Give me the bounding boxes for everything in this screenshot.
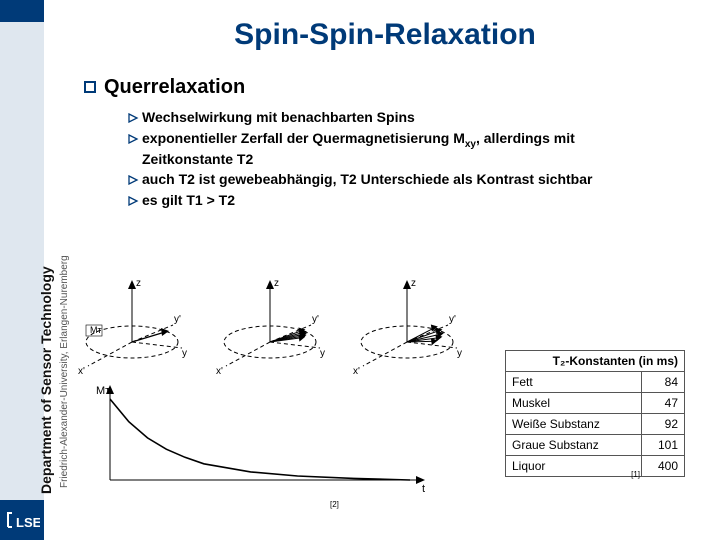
section-querrelaxation: Querrelaxation Wechselwirkung mit benach… [84, 76, 710, 209]
slide: LSE Department of Sensor Technology Frie… [0, 0, 720, 540]
svg-text:y': y' [312, 314, 319, 325]
band-top-accent [0, 0, 44, 22]
slide-title: Spin-Spin-Relaxation [60, 18, 710, 52]
svg-text:y': y' [449, 314, 456, 325]
table-row: Graue Substanz101 [506, 435, 684, 456]
decay-ylabel: Mᴛ [96, 385, 110, 397]
decay-xlabel: t [422, 483, 425, 495]
cell-value: 47 [642, 393, 684, 413]
list-item: auch T2 ist gewebeabhängig, T2 Unterschi… [128, 171, 710, 189]
item-text: Wechselwirkung mit benachbarten Spins [142, 109, 415, 127]
citation-1: [1] [631, 470, 640, 479]
decay-curve: Mᴛ t [90, 380, 440, 500]
list-item: es gilt T1 > T2 [128, 192, 710, 210]
dept-name: Department of Sensor Technology [38, 266, 54, 494]
table-header-row: T₂-Konstanten (in ms) [506, 351, 684, 372]
cell-value: 84 [642, 372, 684, 392]
lse-logo-icon: LSE [4, 505, 40, 535]
list-item: exponentieller Zerfall der Quermagnetisi… [128, 130, 710, 169]
arrow-icon [128, 175, 142, 185]
spin-diagram: z x' y y' [208, 270, 333, 390]
arrow-icon [128, 134, 142, 144]
decay-svg: Mᴛ t [90, 380, 440, 500]
table-header: T₂-Konstanten (in ms) [506, 351, 684, 371]
section-bullet-icon [84, 81, 96, 93]
svg-text:Mᴛ: Mᴛ [90, 325, 102, 335]
svg-text:z: z [274, 278, 279, 289]
table-row: Weiße Substanz92 [506, 414, 684, 435]
table-row: Fett84 [506, 372, 684, 393]
section-label: Querrelaxation [104, 76, 245, 99]
svg-text:z: z [411, 278, 416, 289]
arrow-icon [128, 196, 142, 206]
item-text: es gilt T1 > T2 [142, 192, 235, 210]
figure-area: z x' y y' Mᴛ z x' y y' z x' y y' Mᴛ t T₂-Konstanten … [70, 270, 710, 520]
left-band: LSE Department of Sensor Technology Frie… [0, 0, 44, 540]
table-row: Muskel47 [506, 393, 684, 414]
svg-text:x': x' [216, 366, 223, 377]
svg-text:y: y [457, 348, 462, 359]
cell-tissue: Graue Substanz [506, 435, 642, 455]
cell-tissue: Muskel [506, 393, 642, 413]
spin-diagram: z x' y y' Mᴛ [70, 270, 195, 390]
item-text: exponentieller Zerfall der Quermagnetisi… [142, 130, 662, 169]
svg-text:z: z [136, 278, 141, 289]
svg-text:y: y [182, 348, 187, 359]
logo-box: LSE [0, 500, 44, 540]
decay-line [110, 399, 410, 480]
section-header-row: Querrelaxation [84, 76, 710, 99]
cell-value: 92 [642, 414, 684, 434]
list-item: Wechselwirkung mit benachbarten Spins [128, 109, 710, 127]
cell-value: 400 [642, 456, 684, 476]
svg-text:x': x' [78, 366, 85, 377]
item-text: auch T2 ist gewebeabhängig, T2 Unterschi… [142, 171, 592, 189]
logo-text: LSE [16, 515, 40, 530]
citation-2: [2] [330, 500, 339, 509]
table-row: Liquor400 [506, 456, 684, 477]
spin-diagrams: z x' y y' Mᴛ z x' y y' z x' y y' [70, 270, 470, 390]
arrow-icon [128, 113, 142, 123]
svg-text:x': x' [353, 366, 360, 377]
item-list: Wechselwirkung mit benachbarten Spins exp… [128, 109, 710, 209]
cell-tissue: Weiße Substanz [506, 414, 642, 434]
svg-text:y': y' [174, 314, 181, 325]
spin-diagram: z x' y y' [345, 270, 470, 390]
cell-tissue: Liquor [506, 456, 642, 476]
svg-text:y: y [320, 348, 325, 359]
cell-tissue: Fett [506, 372, 642, 392]
cell-value: 101 [642, 435, 684, 455]
t2-table: T₂-Konstanten (in ms) Fett84Muskel47Weiß… [505, 350, 685, 477]
